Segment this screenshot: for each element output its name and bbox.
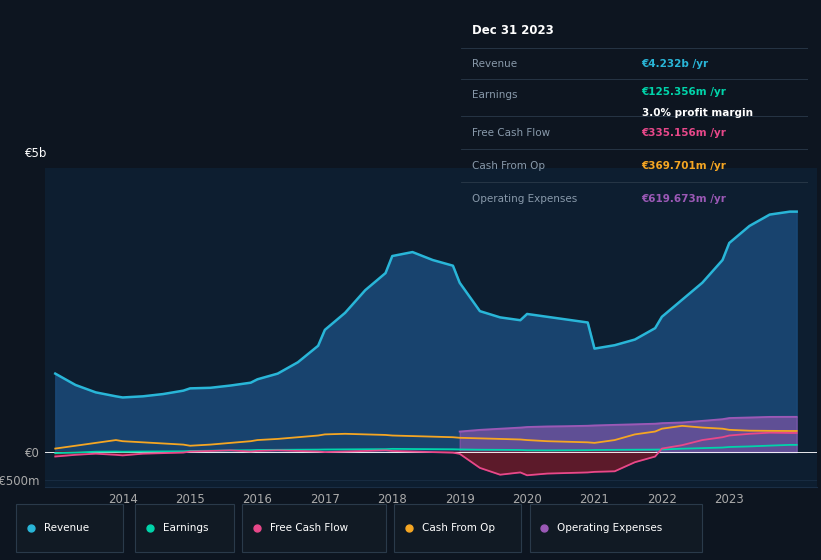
Text: Dec 31 2023: Dec 31 2023 bbox=[472, 24, 553, 37]
FancyBboxPatch shape bbox=[530, 504, 702, 552]
FancyBboxPatch shape bbox=[16, 504, 123, 552]
Text: Free Cash Flow: Free Cash Flow bbox=[472, 128, 550, 138]
Text: €125.356m /yr: €125.356m /yr bbox=[641, 87, 727, 97]
Text: Operating Expenses: Operating Expenses bbox=[472, 194, 577, 204]
Text: Revenue: Revenue bbox=[472, 58, 517, 68]
FancyBboxPatch shape bbox=[394, 504, 521, 552]
Text: 3.0% profit margin: 3.0% profit margin bbox=[641, 108, 753, 118]
Text: Earnings: Earnings bbox=[472, 90, 517, 100]
Text: €4.232b /yr: €4.232b /yr bbox=[641, 58, 709, 68]
FancyBboxPatch shape bbox=[242, 504, 386, 552]
Text: Free Cash Flow: Free Cash Flow bbox=[270, 523, 348, 533]
Text: Operating Expenses: Operating Expenses bbox=[557, 523, 663, 533]
Text: €5b: €5b bbox=[25, 147, 47, 160]
Text: €335.156m /yr: €335.156m /yr bbox=[641, 128, 727, 138]
Text: Earnings: Earnings bbox=[163, 523, 209, 533]
Text: €619.673m /yr: €619.673m /yr bbox=[641, 194, 727, 204]
FancyBboxPatch shape bbox=[135, 504, 234, 552]
Text: Revenue: Revenue bbox=[44, 523, 89, 533]
Text: €369.701m /yr: €369.701m /yr bbox=[641, 161, 727, 171]
Text: Cash From Op: Cash From Op bbox=[422, 523, 495, 533]
Text: Cash From Op: Cash From Op bbox=[472, 161, 545, 171]
